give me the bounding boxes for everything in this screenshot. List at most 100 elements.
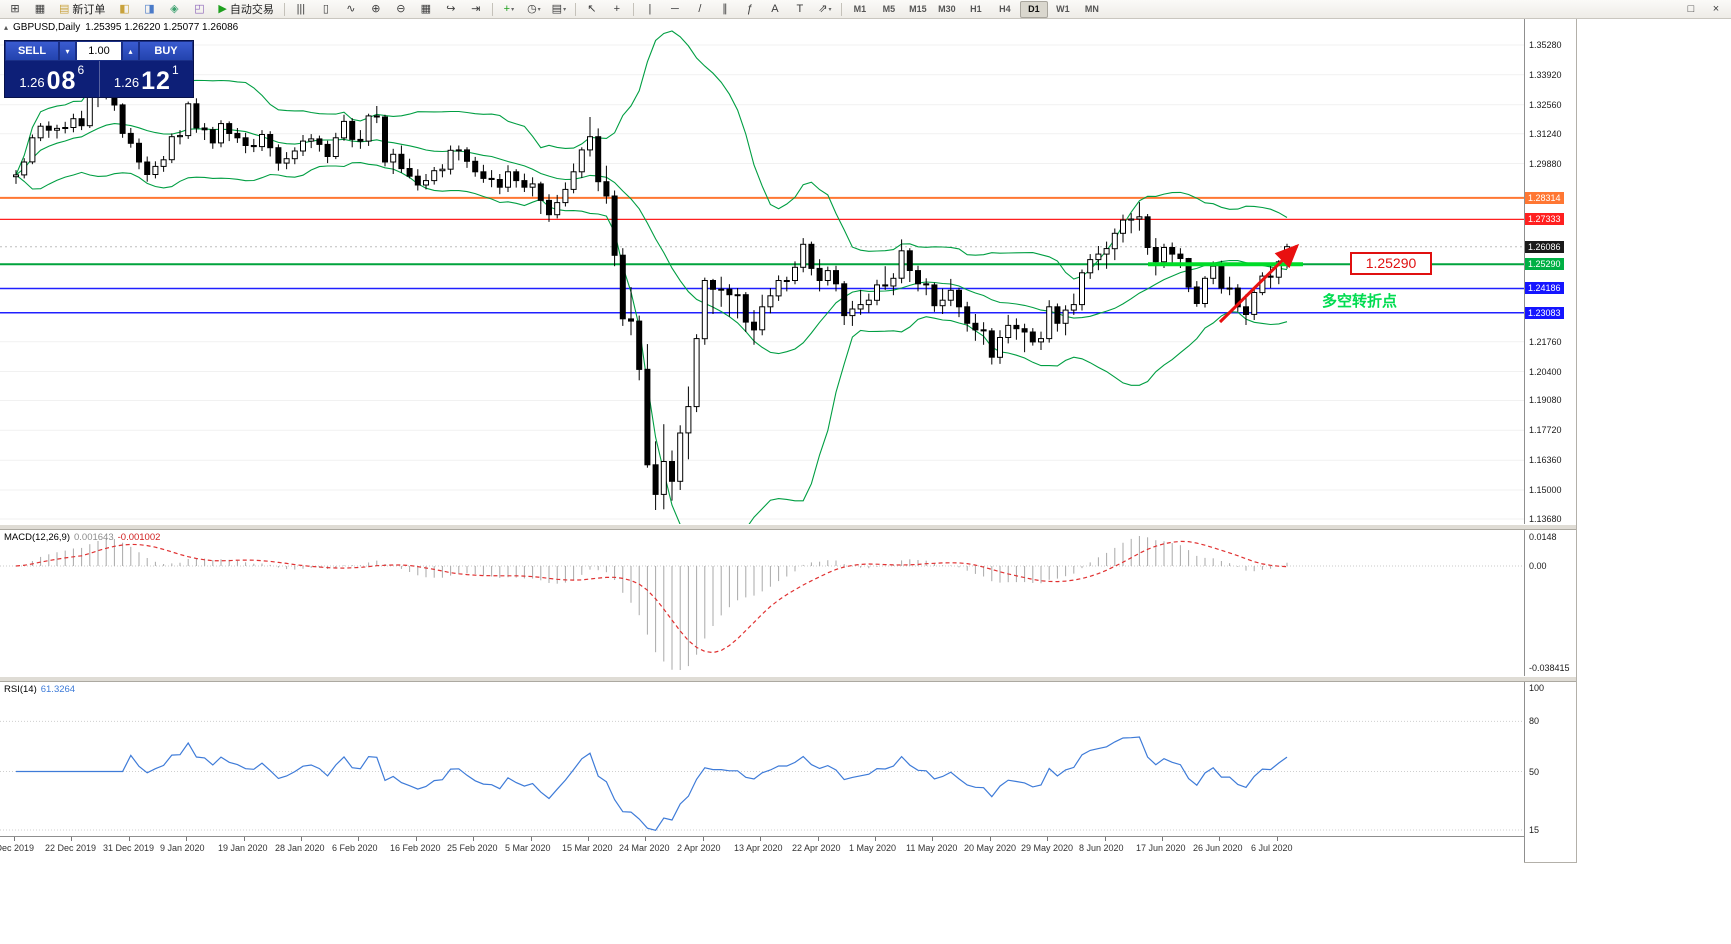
timeframe-button-h4[interactable]: H4	[999, 4, 1011, 14]
macd-signal-value: -0.001002	[117, 532, 161, 543]
buy-button[interactable]: BUY	[139, 41, 193, 61]
time-tick	[1105, 837, 1106, 841]
zoom-out-icon[interactable]: ⊖	[396, 3, 406, 15]
timeframe-button-m15[interactable]: M15	[909, 4, 927, 14]
timeframe-button-w1[interactable]: W1	[1056, 4, 1070, 14]
date-label: 6 Jul 2020	[1251, 843, 1293, 853]
price-level-callout[interactable]: 1.25290	[1350, 252, 1432, 275]
channel-icon[interactable]: ∥	[722, 3, 728, 15]
date-label: 9 Jan 2020	[160, 843, 205, 853]
timeframe-button-m1[interactable]: M1	[853, 4, 867, 14]
pane-separator-macd[interactable]	[0, 524, 1576, 530]
navigator-icon[interactable]: ◈	[170, 3, 179, 15]
date-label: 2 Apr 2020	[677, 843, 721, 853]
time-tick	[760, 837, 761, 841]
arrows-icon[interactable]: ⇗ ▾	[818, 3, 832, 15]
time-tick	[244, 837, 245, 841]
macd-axis-max: 0.0148	[1529, 532, 1557, 542]
dropdown-arrow-icon: ▾	[828, 6, 832, 13]
crosshair-icon[interactable]: +	[613, 3, 621, 15]
macd-histogram	[23, 536, 1288, 670]
one-click-collapse-arrow[interactable]: ▴	[4, 23, 9, 32]
time-tick	[186, 837, 187, 841]
pivot-point-label[interactable]: 多空转折点	[1322, 293, 1398, 310]
date-label: 8 Jun 2020	[1079, 843, 1124, 853]
chart-shift-icon[interactable]: ⇥	[471, 3, 481, 15]
text-icon[interactable]: A	[771, 3, 779, 15]
time-tick	[645, 837, 646, 841]
auto-trading-button[interactable]: ▶ 自动交易	[218, 3, 274, 16]
date-label: 13 Apr 2020	[734, 843, 783, 853]
macd-main-value: 0.001643	[74, 532, 114, 543]
profiles-icon[interactable]: ▦	[34, 3, 46, 15]
volume-input[interactable]	[76, 41, 122, 61]
macd-axis-zero: 0.00	[1529, 561, 1547, 571]
pane-separator-rsi[interactable]	[0, 676, 1576, 682]
market-watch-icon[interactable]: ◧	[119, 3, 130, 15]
date-label: 29 May 2020	[1021, 843, 1074, 853]
price-axis-label: 1.35280	[1529, 40, 1562, 50]
mdi-restore-icon[interactable]: □	[1687, 3, 1695, 15]
sell-button[interactable]: SELL	[5, 41, 59, 61]
vertical-line-icon[interactable]: |	[648, 3, 652, 15]
macd-label: MACD(12,26,9) 0.001643 -0.001002	[4, 532, 161, 543]
chart-ohlc-values: 1.25395 1.26220 1.25077 1.26086	[85, 22, 239, 33]
buy-price-pips: 12	[141, 67, 171, 95]
date-label: 31 Dec 2019	[103, 843, 155, 853]
time-axis[interactable]: 2 Dec 2019 22 Dec 2019 31 Dec 2019 9 Jan 20…	[0, 836, 1524, 863]
date-label: 20 May 2020	[964, 843, 1017, 853]
time-tick	[358, 837, 359, 841]
periods-icon[interactable]: ◷ ▾	[527, 3, 541, 15]
time-tick	[416, 837, 417, 841]
volume-stepper	[76, 41, 122, 61]
timeframe-button-d1[interactable]: D1	[1019, 0, 1048, 18]
trend-arrow[interactable]	[1218, 243, 1300, 324]
volume-down-arrow[interactable]: ▾	[59, 41, 76, 61]
data-window-icon[interactable]: ◨	[144, 3, 155, 15]
time-tick	[1219, 837, 1220, 841]
horizontal-line-icon[interactable]: ─	[670, 3, 679, 15]
rsi-line	[16, 736, 1288, 831]
date-label: 6 Feb 2020	[332, 843, 378, 853]
sell-price[interactable]: 1.26 08 6	[5, 61, 100, 97]
time-tick	[301, 837, 302, 841]
date-label: 22 Apr 2020	[792, 843, 841, 853]
auto-scroll-icon[interactable]: ↪	[446, 3, 456, 15]
rsi-panel[interactable]	[0, 682, 1524, 836]
volume-up-arrow[interactable]: ▴	[122, 41, 139, 61]
time-tick	[1047, 837, 1048, 841]
indicators-icon[interactable]: + ▾	[503, 3, 515, 15]
dropdown-arrow-icon: ▾	[511, 6, 515, 13]
rsi-axis-label: 15	[1529, 825, 1540, 835]
price-axis-label: 1.32560	[1529, 100, 1562, 110]
macd-panel[interactable]	[0, 530, 1524, 676]
timeframe-button-m30[interactable]: M30	[938, 4, 956, 14]
price-tag: 1.25290	[1525, 258, 1564, 270]
trendline-icon[interactable]: /	[698, 3, 702, 15]
cursor-icon[interactable]: ↖	[587, 3, 597, 15]
mdi-close-icon[interactable]: ×	[1712, 3, 1720, 15]
zoom-in-icon[interactable]: ⊕	[371, 3, 381, 15]
timeframe-button-m5[interactable]: M5	[882, 4, 896, 14]
fibonacci-icon[interactable]: ƒ	[746, 3, 753, 15]
sell-price-point: 6	[77, 63, 85, 77]
tile-windows-icon[interactable]: ▦	[420, 3, 432, 15]
label-icon[interactable]: T	[796, 3, 804, 15]
date-label: 17 Jun 2020	[1136, 843, 1186, 853]
candlestick-chart-icon[interactable]: ▯	[322, 3, 329, 15]
timeframe-button-h1[interactable]: H1	[970, 4, 982, 14]
rsi-axis-label: 50	[1529, 767, 1540, 777]
bar-chart-icon[interactable]: |||	[296, 3, 306, 15]
new-chart-icon[interactable]: ⊞	[10, 3, 20, 15]
line-chart-icon[interactable]: ∿	[346, 3, 356, 15]
terminal-icon[interactable]: ◰	[194, 3, 205, 15]
templates-icon[interactable]: ▤ ▾	[551, 3, 567, 15]
new-order-button[interactable]: ▤ 新订单	[59, 3, 106, 16]
timeframe-button-mn[interactable]: MN	[1084, 4, 1099, 14]
buy-price-prefix: 1.26	[113, 75, 140, 90]
candles[interactable]	[13, 85, 1290, 510]
price-axis[interactable]: 1.35280 1.33920 1.32560 1.31240 1.29880 1.217…	[1524, 19, 1576, 862]
chart-title: ▴ GBPUSD,Daily 1.25395 1.26220 1.25077 1…	[4, 22, 238, 33]
main-chart-canvas[interactable]	[0, 19, 1524, 524]
buy-price[interactable]: 1.26 12 1	[100, 61, 194, 97]
